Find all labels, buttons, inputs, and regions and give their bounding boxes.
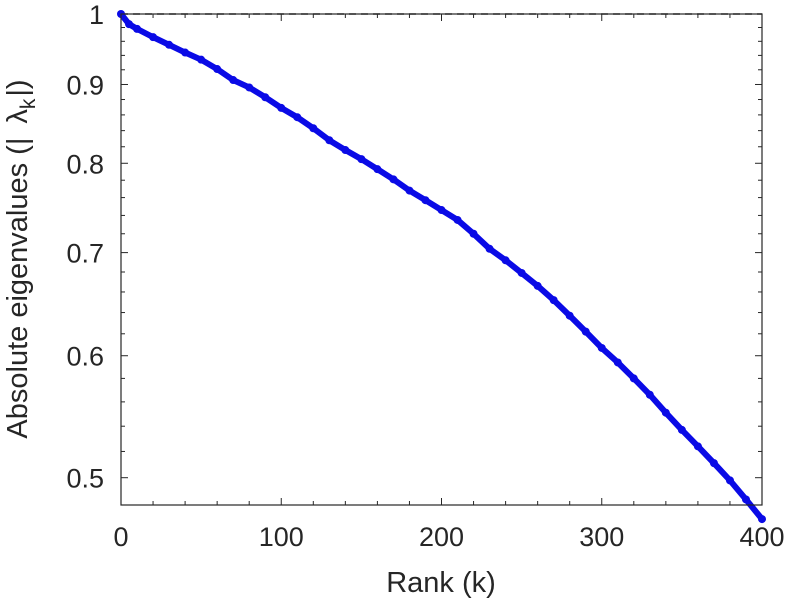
data-point bbox=[133, 24, 142, 33]
data-point bbox=[453, 215, 462, 224]
data-point bbox=[677, 425, 686, 434]
x-tick-label: 300 bbox=[579, 522, 624, 552]
data-point bbox=[613, 358, 622, 367]
data-point bbox=[181, 48, 190, 57]
data-point bbox=[741, 495, 750, 504]
data-point bbox=[197, 55, 206, 64]
plot-frame bbox=[120, 13, 763, 506]
data-point bbox=[229, 76, 238, 85]
x-tick-label: 400 bbox=[739, 522, 784, 552]
y-axis-label-prefix: Absolute eigenvalues (| bbox=[2, 138, 34, 439]
data-point bbox=[357, 155, 366, 164]
x-tick-label: 100 bbox=[259, 522, 304, 552]
y-axis-label-suffix: |) bbox=[2, 79, 34, 96]
y-tick-label: 0.6 bbox=[66, 342, 104, 372]
y-tick-label: 0.5 bbox=[66, 464, 104, 494]
y-tick-label: 0.9 bbox=[66, 70, 104, 100]
y-tick-label: 0.8 bbox=[66, 149, 104, 179]
data-point bbox=[725, 476, 734, 485]
y-tick-label: 0.7 bbox=[66, 239, 104, 269]
data-point bbox=[758, 515, 766, 524]
x-tick-label: 0 bbox=[113, 522, 128, 552]
data-point bbox=[565, 311, 574, 320]
data-point bbox=[549, 296, 558, 305]
x-tick-labels: 0 100 200 300 400 bbox=[113, 522, 784, 552]
data-point bbox=[645, 390, 654, 399]
y-axis-label-subscript: k bbox=[17, 98, 40, 109]
x-tick-label: 200 bbox=[419, 522, 464, 552]
data-point bbox=[165, 40, 174, 49]
data-point bbox=[581, 327, 590, 336]
data-point bbox=[693, 442, 702, 451]
data-point bbox=[293, 113, 302, 122]
data-point bbox=[309, 124, 318, 133]
plot-area bbox=[121, 14, 762, 505]
x-axis-label: Rank (k) bbox=[386, 567, 496, 599]
data-point bbox=[629, 374, 638, 383]
data-point bbox=[597, 343, 606, 352]
data-point bbox=[277, 103, 286, 112]
data-point bbox=[325, 136, 334, 145]
data-point bbox=[421, 196, 430, 205]
data-point bbox=[125, 20, 134, 29]
data-point bbox=[533, 281, 542, 290]
data-point bbox=[437, 206, 446, 215]
data-point bbox=[389, 175, 398, 184]
y-tick-label: 1 bbox=[89, 0, 104, 30]
data-point bbox=[341, 146, 350, 155]
data-point bbox=[245, 83, 254, 92]
data-point bbox=[373, 165, 382, 174]
data-point bbox=[469, 229, 478, 238]
data-point bbox=[501, 256, 510, 265]
series-markers bbox=[117, 10, 766, 524]
data-point bbox=[517, 268, 526, 277]
y-tick-labels: 0.5 0.6 0.7 0.8 0.9 1 bbox=[66, 0, 104, 494]
data-point bbox=[405, 186, 414, 195]
data-point bbox=[709, 459, 718, 468]
axis-ticks bbox=[120, 13, 763, 506]
data-point bbox=[261, 93, 270, 102]
y-axis-label-symbol: λ bbox=[2, 109, 34, 124]
y-axis-label: Absolute eigenvalues (| λk |) bbox=[2, 79, 40, 438]
data-point bbox=[213, 65, 222, 74]
data-point bbox=[485, 244, 494, 253]
data-point bbox=[661, 408, 670, 417]
data-point bbox=[149, 33, 158, 42]
